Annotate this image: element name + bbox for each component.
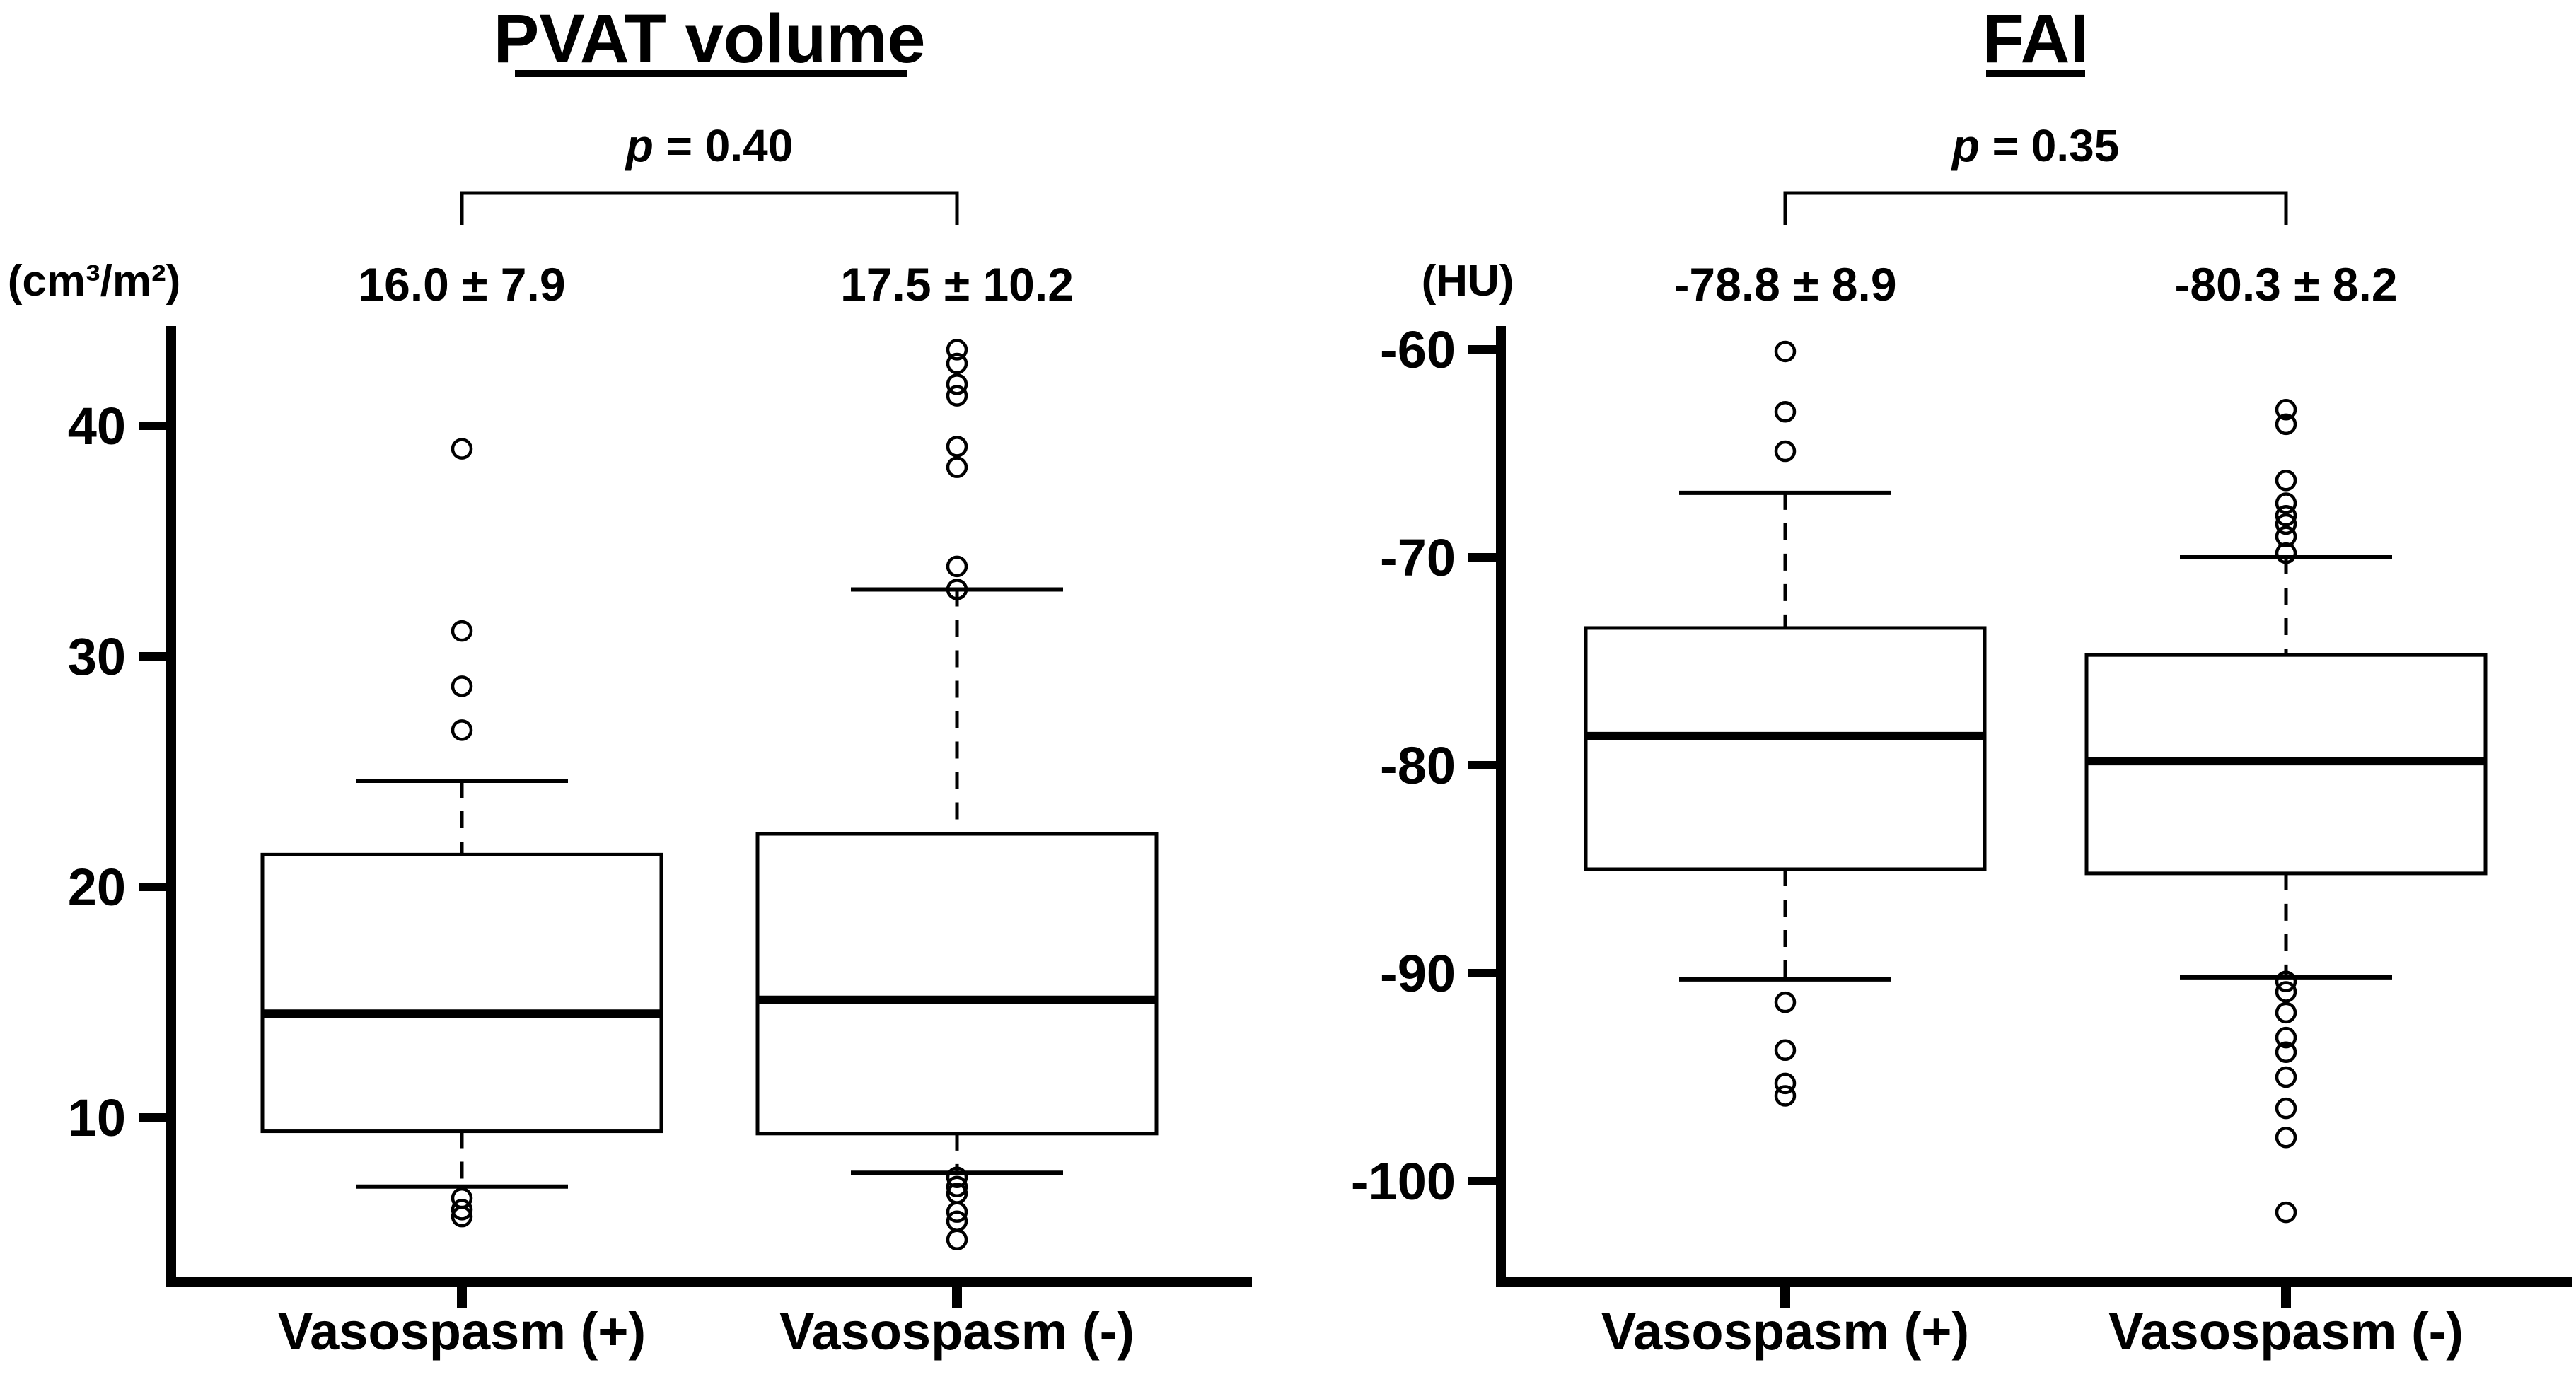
outlier-point <box>2275 970 2297 993</box>
comparison-bracket <box>1783 191 2288 225</box>
y-axis-tick-label: -100 <box>1351 1152 1456 1211</box>
outlier-point <box>2275 981 2297 1003</box>
group-mean-label: -78.8 ± 8.9 <box>1673 258 1896 310</box>
y-axis-tick-label: -80 <box>1380 736 1456 795</box>
outlier-point <box>946 579 968 600</box>
group-mean-label: -80.3 ± 8.2 <box>2174 258 2397 310</box>
outlier-point <box>946 1201 968 1223</box>
outlier-point <box>2275 542 2297 564</box>
outlier-point <box>946 1175 968 1198</box>
outlier-point <box>946 385 968 407</box>
outlier-point <box>2275 1026 2297 1049</box>
outlier-point <box>946 339 968 361</box>
y-axis-tick-label: -90 <box>1380 944 1456 1003</box>
category-label: Vasospasm (-) <box>2108 1302 2464 1361</box>
outlier-point <box>1774 1085 1797 1107</box>
y-axis-tick-label: 10 <box>68 1088 126 1147</box>
outlier-point <box>451 1205 473 1228</box>
outlier-point <box>946 1228 968 1251</box>
category-label: Vasospasm (-) <box>779 1302 1135 1361</box>
y-axis-unit-label: (cm³/m²) <box>8 257 181 306</box>
y-axis-tick-label: 30 <box>68 627 126 686</box>
outlier-point <box>2275 469 2297 492</box>
p-symbol: p <box>625 120 654 171</box>
group-mean-label: 16.0 ± 7.9 <box>358 258 565 310</box>
outlier-point <box>1774 1039 1797 1062</box>
p-value-label: p = 0.40 <box>625 120 794 171</box>
y-axis-unit-label: (HU) <box>1422 257 1514 306</box>
p-value-text: = 0.35 <box>1980 120 2120 171</box>
outlier-point <box>2275 1127 2297 1149</box>
outlier-point <box>2275 492 2297 514</box>
comparison-bracket <box>460 191 959 225</box>
outlier-point <box>451 719 473 741</box>
outlier-point <box>1774 991 1797 1013</box>
outlier-point <box>946 456 968 478</box>
outlier-point <box>451 438 473 460</box>
y-axis-tick-label: -70 <box>1380 528 1456 587</box>
outlier-point <box>2275 504 2297 527</box>
outlier-point <box>946 373 968 395</box>
outlier-point <box>2275 1201 2297 1224</box>
y-axis-tick-label: 40 <box>68 397 126 455</box>
p-value-label: p = 0.35 <box>1951 120 2120 171</box>
outlier-point <box>2275 513 2297 535</box>
iqr-box <box>1584 626 1987 871</box>
outlier-point <box>946 352 968 375</box>
outlier-point <box>1774 340 1797 363</box>
outlier-point <box>946 436 968 458</box>
outlier-point <box>2275 1001 2297 1024</box>
outlier-point <box>2275 525 2297 547</box>
outlier-point <box>2275 1041 2297 1063</box>
category-label: Vasospasm (+) <box>1601 1302 1969 1361</box>
outlier-point <box>2275 399 2297 421</box>
outlier-point <box>1774 400 1797 423</box>
panel-title: FAI <box>1983 0 2089 77</box>
p-symbol: p <box>1951 120 1980 171</box>
y-axis-tick-label: 20 <box>68 858 126 917</box>
outlier-point <box>451 1199 473 1221</box>
panel-title: PVAT volume <box>494 0 926 77</box>
p-value-text: = 0.40 <box>654 120 794 171</box>
outlier-point <box>2275 413 2297 436</box>
outlier-point <box>946 1166 968 1189</box>
group-mean-label: 17.5 ± 10.2 <box>840 258 1074 310</box>
outlier-point <box>451 675 473 697</box>
outlier-point <box>1774 440 1797 463</box>
outlier-point <box>451 620 473 642</box>
iqr-box <box>755 832 1159 1136</box>
outlier-point <box>2275 1066 2297 1088</box>
y-axis-tick-label: -60 <box>1380 320 1456 379</box>
iqr-box <box>260 852 663 1134</box>
outlier-point <box>1774 1072 1797 1095</box>
outlier-point <box>946 555 968 578</box>
outlier-point <box>2275 1097 2297 1120</box>
category-label: Vasospasm (+) <box>278 1302 646 1361</box>
